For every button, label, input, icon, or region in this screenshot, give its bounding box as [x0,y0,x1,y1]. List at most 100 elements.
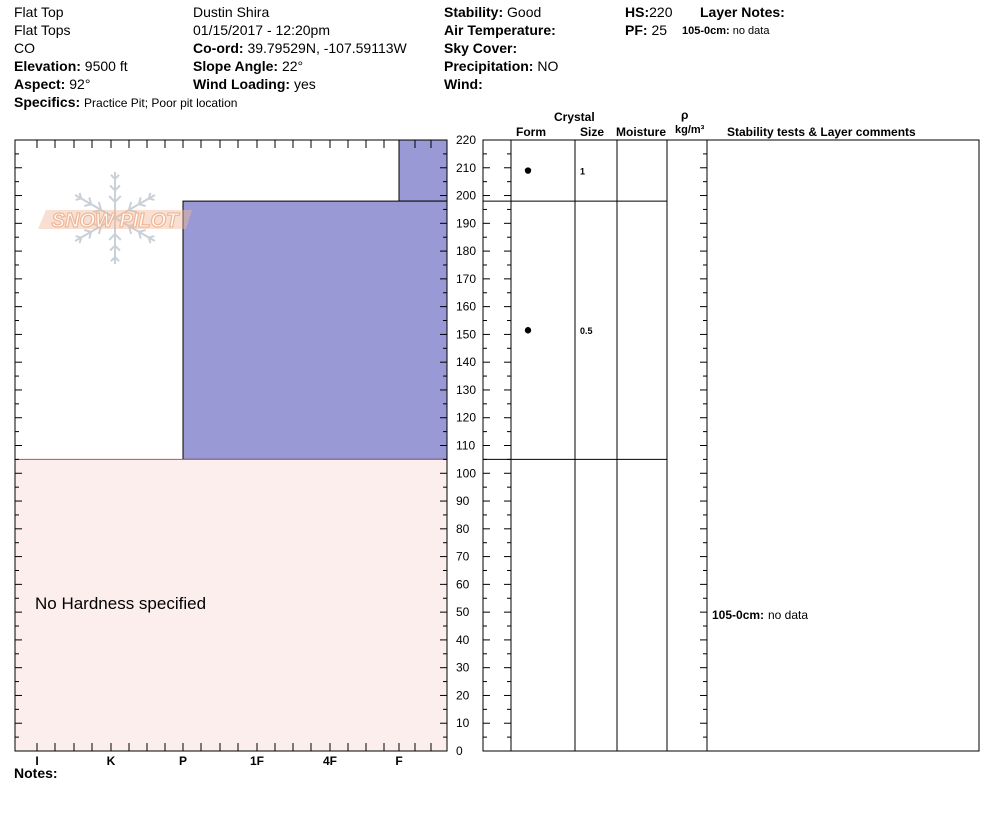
hs: HS:220 [625,3,672,21]
depth-tick-label: 160 [456,300,476,314]
layer-table: 10.5 [482,139,980,752]
specifics: Specifics: Practice Pit; Poor pit locati… [14,93,237,112]
snowflake-branch [88,231,93,239]
snowflake-branch [127,201,133,211]
snowflake-branch [128,208,138,214]
snowflake-branch [147,192,152,199]
hardness-tick-label: P [179,754,187,768]
table-border [482,139,980,752]
no-hardness-region [15,459,447,751]
depth-tick-label: 110 [456,439,475,453]
depth-tick-label: 30 [456,661,470,675]
hardness-tick-label: 4F [323,754,337,768]
snowflake-branch [114,195,122,203]
snowflake-branch [108,233,116,241]
stability: Stability: Good [444,3,541,21]
crystal-form-dot [524,167,532,174]
depth-tick-label: 220 [456,133,476,147]
snowflake-branch [138,229,146,233]
snowflake-branch [84,203,92,207]
crystal-form-dot [524,327,532,334]
depth-tick-label: 150 [456,327,476,341]
depth-tick-label: 90 [456,494,470,508]
snowflake-branch [137,197,142,205]
specifics-label: Specifics: [14,94,81,110]
depth-tick-label: 50 [456,605,470,619]
moisture-header: Moisture [616,125,667,139]
specifics-value: Practice Pit; Poor pit location [84,96,238,110]
wind-loading: Wind Loading: yes [193,75,316,93]
snowflake-branch [97,225,103,235]
hardness-panel [14,139,448,752]
snowflake-icon [74,172,156,264]
state-name: CO [14,40,35,56]
size-header: Size [580,125,605,139]
pf: PF: 25 [625,21,667,39]
wind: Wind: [444,75,483,93]
hardness-layer-bar-1 [182,200,448,460]
snowflake-branch [78,192,83,199]
aspect-value: 92° [69,76,91,92]
snowflake-branch [84,229,92,233]
depth-tick-label: 190 [456,216,476,230]
snowflake-branch [128,222,138,228]
aspect: Aspect: 92° [14,75,90,93]
hs-label: HS: [625,4,650,20]
layer-notes-label: Layer Notes: [700,4,785,20]
elevation: Elevation: 9500 ft [14,57,128,75]
snowflake-branch [147,237,152,244]
elevation-value: 9500 ft [84,58,128,74]
wind-label: Wind: [444,76,483,92]
snowflake-branch [110,256,116,262]
slope-value: 22° [281,58,304,74]
coordinates: Co-ord: 39.79529N, -107.59113W [193,39,407,57]
crystal-size-label: 1 [580,167,585,177]
crystal-header: Crystal [554,110,595,124]
depth-tick-label: 40 [456,633,470,647]
snowflake-branch [78,237,83,244]
snowflake-arm [114,217,156,242]
notes-label: Notes: [14,765,58,781]
depth-tick-label: 10 [456,716,470,730]
snowflake-branch [92,208,102,214]
observer-name: Dustin Shira [193,4,270,20]
air-temperature: Air Temperature: [444,21,556,39]
coord-value: 39.79529N, -107.59113W [247,40,407,56]
layer-note-text: no data [732,25,770,37]
snowflake-arm [114,194,156,219]
snowflake-branch [148,235,155,239]
sky-cover: Sky Cover: [444,39,517,57]
pf-value: 25 [651,22,668,38]
layer-note-range: 105-0cm: [682,25,730,37]
depth-tick-label: 120 [456,411,476,425]
layer-note: 105-0cm: no data [682,22,769,40]
pf-label: PF: [625,22,648,38]
no-hardness-label: No Hardness specified [35,594,206,613]
hardness-axis: I K P 1F 4F F [14,140,448,768]
hardness-tick-label: K [107,754,116,768]
sky-cover-label: Sky Cover: [444,40,518,56]
snowflake-branch [148,197,155,201]
precip-value: NO [537,58,559,74]
precipitation: Precipitation: NO [444,57,558,75]
snowflake-branch [114,184,121,192]
depth-tick-label: 170 [456,272,476,286]
stability-comment-text: no data [768,608,808,622]
coord-label: Co-ord: [193,40,244,56]
stability-tests-header: Stability tests & Layer comments [727,125,916,139]
snowflake-branch [97,201,103,211]
stability-value: Good [507,4,542,20]
snowflake-branch [114,174,120,180]
depth-tick-label: 200 [456,189,476,203]
depth-tick-label: 20 [456,688,470,702]
hardness-tick-label: 1F [250,754,264,768]
snowflake-branch [137,231,142,239]
aspect-label: Aspect: [14,76,66,92]
precip-label: Precipitation: [444,58,534,74]
logo-text: SNOW PILOT [52,210,180,232]
snowflake-branch [108,195,116,203]
snowflake-branch [109,184,116,192]
snowflake-arm [74,194,116,219]
snowflake-branch [127,225,133,235]
depth-tick-label: 80 [456,522,470,536]
